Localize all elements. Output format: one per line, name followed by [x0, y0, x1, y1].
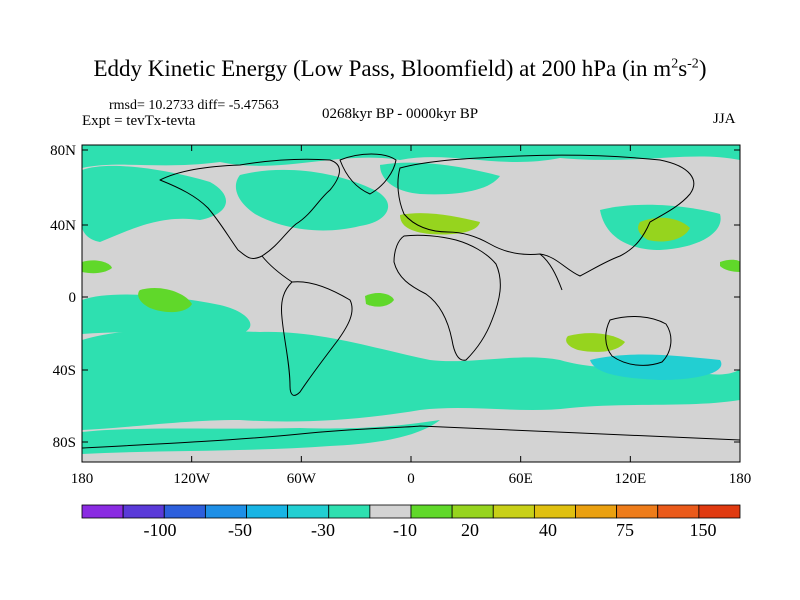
- colorbar-swatch: [616, 504, 659, 519]
- lon-tick-label: 0: [407, 471, 415, 487]
- colorbar-swatch: [575, 504, 618, 519]
- coastlines: [82, 153, 740, 449]
- field-region-south-indian: [590, 354, 722, 380]
- colorbar-swatch: [369, 504, 412, 519]
- lat-tick-label: 80N: [50, 143, 76, 159]
- colorbar-swatch: [410, 504, 453, 519]
- field-region-north-america: [235, 169, 389, 231]
- lon-tick-label: 180: [71, 471, 94, 487]
- coastline-australia: [605, 316, 672, 366]
- field-region-central-pacific: [82, 260, 112, 274]
- colorbar-label: 40: [539, 520, 557, 540]
- field-region-tropical-east-pacific: [138, 287, 192, 313]
- coastline-south-america: [281, 281, 353, 396]
- field-region-japan: [638, 217, 690, 242]
- colorbar-label: 150: [690, 520, 717, 540]
- lat-tick-label: 40N: [50, 218, 76, 234]
- latitude-axis: 80N 40N 0 40S 80S: [50, 143, 740, 451]
- colorbar-label: -10: [393, 520, 417, 540]
- lon-tick-label: 60E: [509, 471, 533, 487]
- colorbar-swatch: [698, 504, 741, 519]
- colorbar-swatch: [451, 504, 494, 519]
- field-region-arctic: [82, 145, 740, 168]
- lon-tick-label: 120E: [614, 471, 646, 487]
- colorbar-label: 75: [616, 520, 634, 540]
- colorbar-label: -30: [311, 520, 335, 540]
- field-region-southern-band: [82, 329, 740, 430]
- map-field: [82, 145, 740, 462]
- field-region-north-atlantic: [380, 162, 500, 195]
- colorbar-swatch: [287, 504, 330, 519]
- colorbar: -100 -50 -30 -10 20 40 75 150: [81, 504, 741, 540]
- colorbar-label: -50: [228, 520, 252, 540]
- colorbar-swatch: [163, 504, 206, 519]
- rmsd-label: rmsd= 10.2733 diff= -5.47563: [109, 98, 279, 113]
- coastline-africa: [393, 234, 501, 361]
- field-region-mediterranean: [400, 213, 480, 235]
- colorbar-swatch: [204, 504, 247, 519]
- colorbar-swatch: [492, 504, 535, 519]
- colorbar-swatch: [533, 504, 576, 519]
- colorbar-swatch: [81, 504, 124, 519]
- colorbar-label: -100: [144, 520, 177, 540]
- colorbar-swatch: [328, 504, 371, 519]
- field-region-north-pacific: [82, 165, 227, 242]
- colorbar-label: 20: [461, 520, 479, 540]
- coastline-india: [539, 253, 563, 291]
- field-region-south-pacific: [82, 294, 251, 334]
- lat-tick-label: 0: [69, 290, 77, 306]
- lat-tick-label: 80S: [53, 435, 76, 451]
- coastline-antarctica: [82, 425, 740, 449]
- coastline-greenland: [339, 153, 397, 195]
- lon-tick-label: 60W: [287, 471, 317, 487]
- colorbar-swatch: [122, 504, 165, 519]
- experiment-label: Expt = tevTx-tevta: [82, 113, 196, 129]
- colorbar-swatch: [657, 504, 700, 519]
- colorbar-swatch: [246, 504, 289, 519]
- longitude-axis: 180 120W 60W 0 60E 120E 180: [71, 145, 752, 487]
- field-region-east-indian: [720, 259, 740, 272]
- field-region-tropical-atlantic: [365, 293, 394, 307]
- season-label: JJA: [713, 111, 736, 127]
- period-label: 0268kyr BP - 0000kyr BP: [322, 106, 479, 122]
- lon-tick-label: 180: [729, 471, 752, 487]
- field-region-australia: [566, 333, 625, 352]
- map-title: Eddy Kinetic Energy (Low Pass, Bloomfiel…: [93, 56, 707, 81]
- lon-tick-label: 120W: [173, 471, 211, 487]
- lat-tick-label: 40S: [53, 363, 76, 379]
- coastline-central-america: [261, 255, 293, 283]
- coastline-north-america: [159, 158, 340, 259]
- coastline-eurasia: [397, 154, 695, 277]
